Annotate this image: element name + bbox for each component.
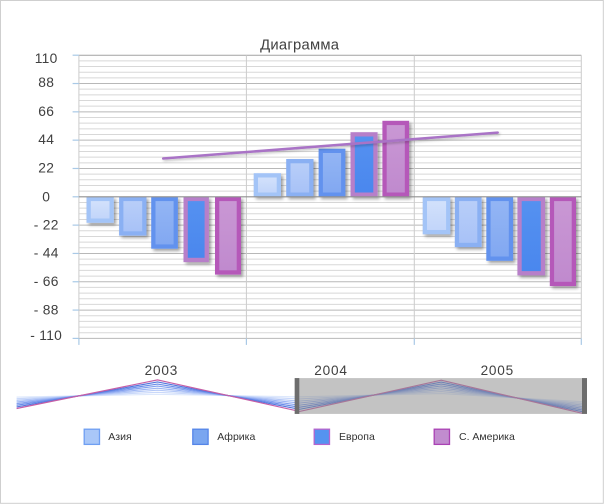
svg-text:110: 110 [35,51,58,66]
svg-text:66: 66 [38,104,54,119]
svg-text:- 22: - 22 [34,218,59,233]
svg-text:2004: 2004 [314,363,347,378]
svg-text:- 44: - 44 [34,246,59,261]
svg-text:Европа: Европа [339,431,375,443]
svg-text:22: 22 [38,161,54,176]
svg-text:Диаграмма: Диаграмма [260,37,340,53]
svg-text:С. Америка: С. Америка [459,431,515,443]
svg-text:0: 0 [42,189,50,204]
svg-text:2003: 2003 [145,363,178,378]
svg-text:44: 44 [38,132,54,147]
svg-text:Азия: Азия [108,431,131,443]
svg-text:- 110: - 110 [30,328,62,343]
svg-text:88: 88 [38,75,54,90]
svg-text:2005: 2005 [481,363,514,378]
svg-text:- 66: - 66 [34,274,59,289]
svg-text:- 88: - 88 [34,302,59,317]
svg-text:Африка: Африка [217,431,255,443]
